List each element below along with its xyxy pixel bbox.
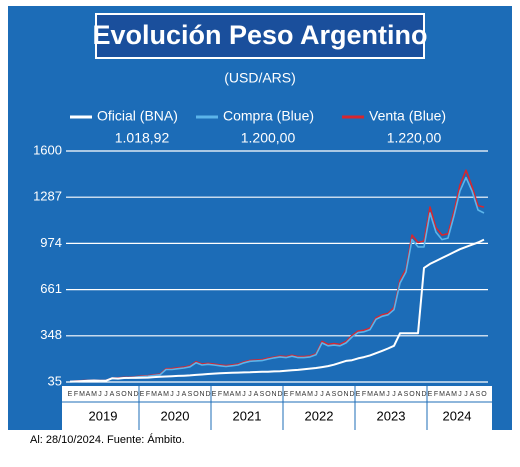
legend-value: 1.220,00 <box>387 130 442 146</box>
legend-label: Compra (Blue) <box>223 108 314 124</box>
x-tick-label: A <box>182 391 187 398</box>
legend-label: Oficial (BNA) <box>97 108 178 124</box>
x-tick-label: M <box>79 391 85 398</box>
x-tick-label: E <box>428 391 433 398</box>
legend-label: Venta (Blue) <box>369 108 446 124</box>
year-label: 2022 <box>305 408 334 423</box>
x-tick-label: M <box>439 391 445 398</box>
x-tick-label: D <box>205 391 210 398</box>
x-tick-label: S <box>476 391 481 398</box>
year-label: 2020 <box>161 408 190 423</box>
year-label: 2023 <box>377 408 406 423</box>
x-tick-label: M <box>163 391 169 398</box>
x-tick-label: O <box>121 391 127 398</box>
x-tick-label: A <box>86 391 91 398</box>
x-tick-label: S <box>260 391 265 398</box>
x-tick-label: A <box>326 391 331 398</box>
y-tick-label: 661 <box>40 281 62 296</box>
x-tick-label: M <box>367 391 373 398</box>
year-label: 2021 <box>233 408 262 423</box>
x-tick-label: J <box>242 391 246 398</box>
x-tick-label: N <box>415 391 420 398</box>
x-tick-label: A <box>374 391 379 398</box>
x-tick-label: N <box>127 391 132 398</box>
x-tick-label: O <box>337 391 343 398</box>
x-tick-label: J <box>464 391 468 398</box>
x-tick-label: M <box>379 391 385 398</box>
x-tick-label: M <box>235 391 241 398</box>
x-tick-label: J <box>392 391 396 398</box>
x-tick-label: O <box>193 391 199 398</box>
x-tick-label: J <box>98 391 102 398</box>
x-tick-label: A <box>470 391 475 398</box>
footnote: Al: 28/10/2024. Fuente: Ámbito. <box>30 433 185 446</box>
x-tick-label: F <box>74 391 78 398</box>
x-tick-label: S <box>116 391 121 398</box>
x-axis-strip <box>62 386 492 430</box>
y-tick-label: 1600 <box>33 142 62 157</box>
x-tick-label: D <box>133 391 138 398</box>
x-tick-label: N <box>199 391 204 398</box>
x-tick-label: A <box>302 391 307 398</box>
x-tick-label: M <box>307 391 313 398</box>
x-tick-label: E <box>356 391 361 398</box>
x-tick-label: N <box>343 391 348 398</box>
x-tick-label: A <box>446 391 451 398</box>
x-tick-label: M <box>451 391 457 398</box>
x-tick-label: O <box>481 391 487 398</box>
x-tick-label: F <box>434 391 438 398</box>
x-tick-label: E <box>284 391 289 398</box>
legend-value: 1.018,92 <box>115 130 170 146</box>
x-tick-label: J <box>314 391 318 398</box>
title-box <box>95 13 425 59</box>
x-tick-label: A <box>254 391 259 398</box>
x-tick-label: D <box>277 391 282 398</box>
year-label: 2019 <box>89 408 118 423</box>
x-tick-label: F <box>290 391 294 398</box>
x-tick-label: D <box>349 391 354 398</box>
x-tick-label: J <box>170 391 174 398</box>
x-tick-label: E <box>68 391 73 398</box>
y-tick-label: 348 <box>40 327 62 342</box>
x-tick-label: J <box>320 391 324 398</box>
x-tick-label: E <box>212 391 217 398</box>
x-tick-label: J <box>248 391 252 398</box>
x-tick-label: F <box>146 391 150 398</box>
x-tick-label: S <box>188 391 193 398</box>
x-tick-label: M <box>91 391 97 398</box>
x-tick-label: F <box>362 391 366 398</box>
legend-value: 1.200,00 <box>241 130 296 146</box>
chart-title: Evolución Peso Argentino <box>92 20 427 50</box>
x-tick-label: M <box>223 391 229 398</box>
x-tick-label: A <box>230 391 235 398</box>
x-tick-label: J <box>104 391 108 398</box>
x-tick-label: J <box>176 391 180 398</box>
x-tick-label: N <box>271 391 276 398</box>
x-tick-label: S <box>332 391 337 398</box>
x-tick-label: F <box>218 391 222 398</box>
year-label: 2024 <box>443 408 472 423</box>
x-tick-label: A <box>110 391 115 398</box>
subtitle: (USD/ARS) <box>224 70 296 86</box>
x-tick-label: J <box>458 391 462 398</box>
x-tick-label: E <box>140 391 145 398</box>
y-tick-label: 1287 <box>33 189 62 204</box>
x-tick-label: J <box>386 391 390 398</box>
x-tick-label: A <box>398 391 403 398</box>
x-tick-label: M <box>295 391 301 398</box>
x-tick-label: O <box>409 391 415 398</box>
y-tick-label: 35 <box>48 373 62 388</box>
x-tick-label: S <box>404 391 409 398</box>
x-tick-label: A <box>158 391 163 398</box>
x-tick-label: M <box>151 391 157 398</box>
y-tick-label: 974 <box>40 235 62 250</box>
x-tick-label: O <box>265 391 271 398</box>
series-line <box>69 238 485 383</box>
x-tick-label: D <box>421 391 426 398</box>
